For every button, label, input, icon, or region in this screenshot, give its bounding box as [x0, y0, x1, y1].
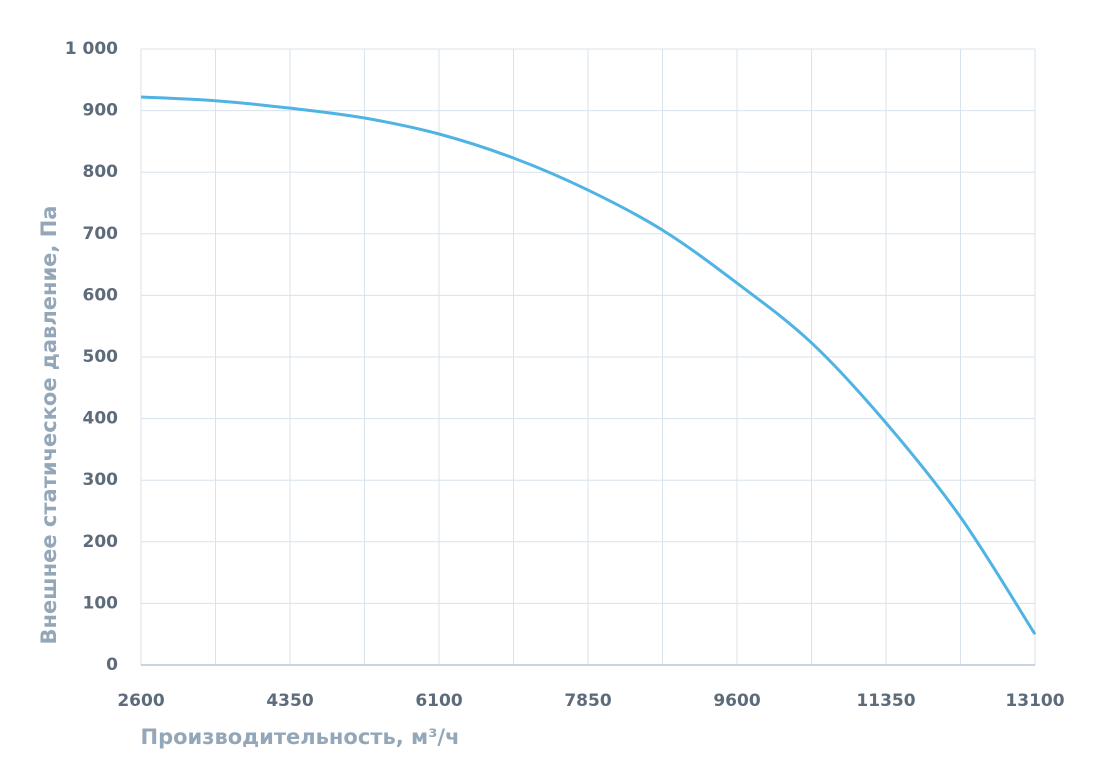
y-tick-label: 0: [106, 655, 118, 675]
y-tick-label: 600: [83, 285, 119, 305]
x-tick-label: 2600: [117, 691, 164, 711]
y-tick-label: 700: [83, 224, 119, 244]
y-tick-label: 300: [83, 470, 119, 490]
y-tick-label: 400: [83, 409, 119, 429]
x-tick-label: 6100: [415, 691, 462, 711]
x-axis-title: Производительность, м³/ч: [141, 725, 460, 749]
x-tick-label: 13100: [1005, 691, 1064, 711]
y-tick-label: 500: [83, 347, 119, 367]
x-tick-label: 11350: [856, 691, 915, 711]
y-tick-label: 1 000: [65, 39, 118, 59]
y-tick-label: 200: [83, 532, 119, 552]
y-tick-label: 800: [83, 162, 119, 182]
x-tick-label: 7850: [564, 691, 611, 711]
x-tick-label: 9600: [713, 691, 760, 711]
y-tick-label: 900: [83, 101, 119, 121]
series-line: [140, 95, 1037, 636]
y-tick-label: 100: [83, 593, 119, 613]
x-tick-label: 4350: [266, 691, 313, 711]
y-axis-title: Внешнее статическое давление, Па: [37, 206, 61, 645]
